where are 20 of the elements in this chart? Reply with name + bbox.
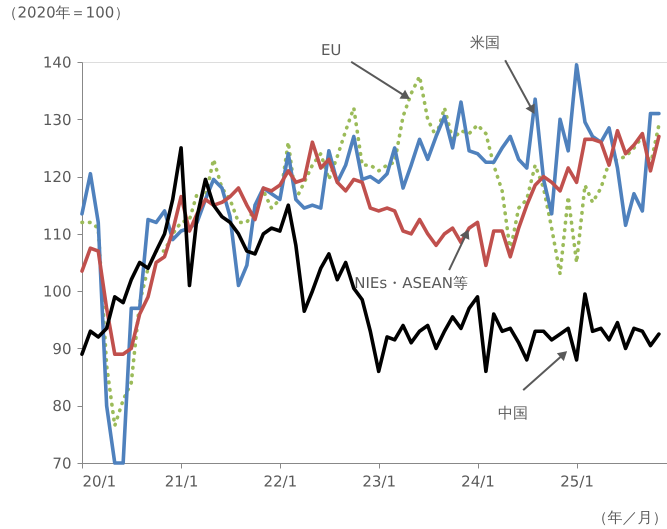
y-tick-label: 80	[52, 397, 72, 416]
x-tick-label: 21/1	[164, 472, 198, 490]
y-tick-label: 70	[52, 454, 72, 472]
y-tick-label: 100	[42, 282, 72, 301]
y-tick-label: 110	[42, 225, 72, 244]
annotation: EU	[320, 40, 342, 59]
y-tick-label: 130	[42, 110, 72, 129]
x-tick-label: 25/1	[560, 472, 594, 490]
annotation: 米国	[470, 33, 500, 52]
y-tick-label: 120	[42, 168, 72, 186]
y-tick-label: 140	[42, 54, 72, 72]
annotation: NIEs・ASEAN等	[354, 274, 468, 292]
x-axis-title: （年／月）	[592, 508, 667, 526]
annotation: 中国	[498, 404, 528, 422]
x-tick-label: 24/1	[461, 472, 495, 490]
y-axis-title: （2020年＝100）	[2, 4, 130, 22]
x-tick-label: 20/1	[82, 472, 116, 490]
y-tick-label: 90	[52, 340, 72, 358]
x-tick-label: 23/1	[362, 472, 396, 490]
x-tick-label: 22/1	[264, 472, 298, 490]
